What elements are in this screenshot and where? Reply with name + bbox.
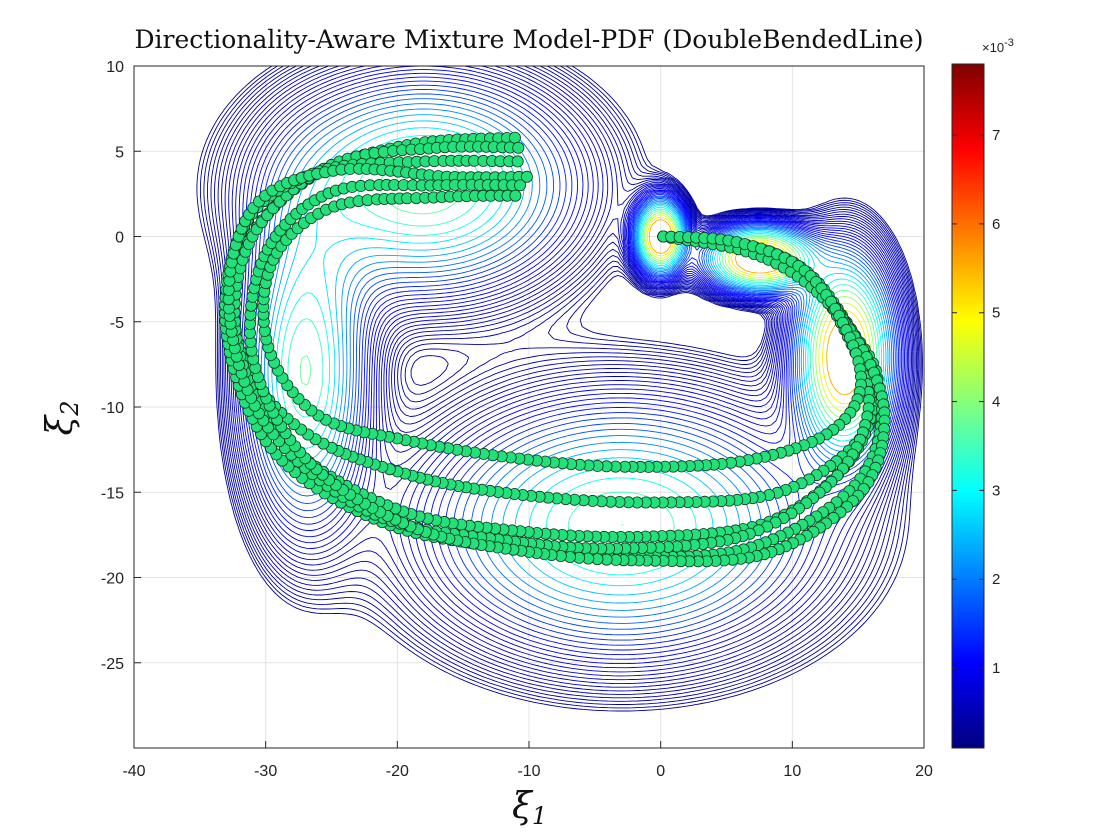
chart-title: Directionality-Aware Mixture Model-PDF (… <box>134 25 923 54</box>
contour-level <box>214 66 917 695</box>
trajectories <box>219 131 891 568</box>
colorbar-ticks: 1 2 3 4 5 6 7 <box>952 127 1000 677</box>
x-axis-label: ξ1 <box>512 786 547 830</box>
y-axis-label-sub: 2 <box>56 400 84 416</box>
x-tick-label: -30 <box>254 763 277 780</box>
x-tick-label: 10 <box>783 763 801 780</box>
contour-level <box>199 66 922 709</box>
colorbar-tick-label: 7 <box>992 127 1000 144</box>
x-axis-label-sub: 1 <box>532 802 547 830</box>
colorbar: 1 2 3 4 5 6 7 ×10-3 <box>951 37 1014 749</box>
colorbar-tick-label: 3 <box>992 482 1000 499</box>
y-tick-label: 5 <box>115 144 124 161</box>
x-tick-label: -10 <box>517 763 540 780</box>
colorbar-tick-label: 2 <box>992 571 1000 588</box>
trajectory-point <box>520 170 533 183</box>
y-axis-label: ξ2 <box>40 400 84 435</box>
x-tick-label: 20 <box>915 763 933 780</box>
contour-level <box>203 66 921 705</box>
y-tick-label: 0 <box>115 230 124 247</box>
y-tick-label: -25 <box>101 656 124 673</box>
colorbar-tick-label: 5 <box>992 305 1000 322</box>
contour-level <box>645 214 872 412</box>
x-tick-label: -20 <box>386 763 409 780</box>
contour-level <box>260 103 893 618</box>
x-tick-label: -40 <box>122 763 145 780</box>
colorbar-exponent-power: -3 <box>1004 37 1014 49</box>
colorbar-tick-label: 1 <box>992 660 1000 677</box>
colorbar-gradient <box>951 63 985 749</box>
trajectory-point <box>514 179 527 192</box>
y-tick-label: -20 <box>101 571 124 588</box>
colorbar-exponent-base: ×10 <box>982 40 1004 55</box>
contour-level <box>252 89 898 636</box>
trajectory-point <box>509 189 522 202</box>
contour-level <box>238 66 907 665</box>
y-tick-label: -10 <box>101 400 124 417</box>
y-tick-label: 10 <box>106 59 124 76</box>
trajectory-point <box>512 141 525 154</box>
x-axis-ticks: -40 -30 -20 -10 0 10 20 <box>122 741 933 780</box>
colorbar-tick-label: 4 <box>992 394 1000 411</box>
trajectory-5 <box>243 178 891 568</box>
contour-level <box>236 66 908 669</box>
y-axis-ticks: -25 -20 -15 -10 -5 0 5 10 <box>101 59 141 673</box>
svg-text:ξ1: ξ1 <box>512 786 547 830</box>
y-tick-label: -5 <box>110 315 124 332</box>
contour-level <box>224 66 914 685</box>
trajectory-point <box>511 155 524 168</box>
plot-area: -40 -30 -20 -10 0 10 20 -25 -20 -15 -10 -5 0 5 10 <box>101 59 933 780</box>
contour-level <box>249 84 899 641</box>
contour-level <box>234 66 910 673</box>
x-tick-label: 0 <box>656 763 665 780</box>
svg-text:ξ2: ξ2 <box>40 400 84 435</box>
svg-text:×10-3: ×10-3 <box>982 37 1014 55</box>
trajectory-6 <box>257 189 868 473</box>
contour-level <box>196 66 923 712</box>
colorbar-tick-label: 6 <box>992 216 1000 233</box>
contour-level <box>257 98 894 624</box>
y-axis-label-main: ξ <box>40 414 81 436</box>
contour-level <box>210 66 919 699</box>
contour-level <box>240 69 905 660</box>
contour-level <box>217 66 916 692</box>
contour-level <box>228 66 912 681</box>
contour-level <box>207 66 920 702</box>
y-tick-label: -15 <box>101 485 124 502</box>
x-axis-label-main: ξ <box>512 786 534 827</box>
